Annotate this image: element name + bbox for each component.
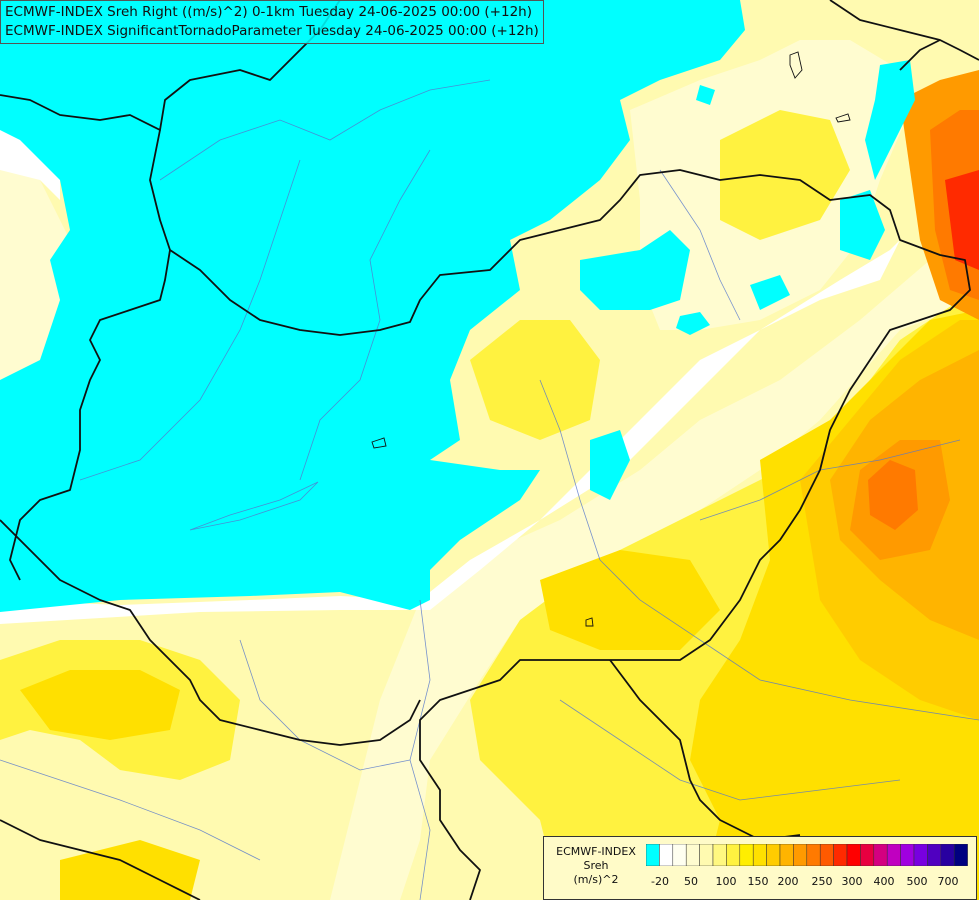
legend-tick-label: 150 [747, 875, 769, 888]
rivers [0, 79, 979, 900]
legend-tick-label: 400 [873, 875, 895, 888]
field-cyan-zone [0, 0, 745, 612]
field-pale-zone [330, 250, 979, 900]
field-orange-zone [868, 460, 918, 530]
field-yellow-zone [720, 110, 850, 240]
legend-tick-label: 700 [937, 875, 959, 888]
legend-model: ECMWF-INDEX [556, 845, 636, 858]
legend-swatch [860, 844, 875, 866]
legend-swatch [833, 844, 848, 866]
map-title-line-1: ECMWF-INDEX Sreh Right ((m/s)^2) 0-1km T… [5, 4, 532, 20]
legend-swatch [699, 844, 714, 866]
legend-swatch [766, 844, 781, 866]
field-gold-zone [540, 550, 720, 650]
legend-swatch [940, 844, 955, 866]
field-cyan-zone [750, 275, 790, 310]
legend-swatch [913, 844, 928, 866]
legend-swatch [793, 844, 808, 866]
legend-swatch [900, 844, 915, 866]
legend-swatch [646, 844, 660, 866]
legend-swatch [819, 844, 834, 866]
legend-tick-label: 500 [906, 875, 928, 888]
legend-tick-label: 100 [715, 875, 737, 888]
legend-swatch [712, 844, 727, 866]
legend-swatch [659, 844, 674, 866]
field-gold-zone [20, 670, 180, 740]
legend-swatch [752, 844, 767, 866]
color-legend: ECMWF-INDEX Sreh (m/s)^2 -20 50 100 150 200 2… [543, 836, 977, 900]
legend-swatch [806, 844, 821, 866]
legend-swatch [672, 844, 687, 866]
legend-swatch [779, 844, 794, 866]
field-pale-zone [0, 140, 70, 380]
field-gold-zone [60, 840, 200, 900]
legend-swatch [873, 844, 888, 866]
legend-title: ECMWF-INDEX Sreh (m/s)^2 [550, 845, 642, 887]
legend-labels: -20 50 100 150 200 250 300 400 500 700 [646, 875, 976, 889]
map-title-box: ECMWF-INDEX Sreh Right ((m/s)^2) 0-1km T… [0, 0, 544, 44]
legend-swatch [927, 844, 942, 866]
lakes [371, 51, 851, 627]
field-red-zone [945, 170, 979, 270]
legend-swatch [685, 844, 700, 866]
legend-tick-label: 50 [684, 875, 698, 888]
field-cyan-zone [840, 190, 885, 260]
legend-swatch [886, 844, 901, 866]
legend-swatch [846, 844, 861, 866]
map-title-line-2: ECMWF-INDEX SignificantTornadoParameter … [5, 23, 539, 39]
legend-swatch [953, 844, 968, 866]
legend-unit: (m/s)^2 [573, 873, 619, 886]
field-cyan-zone [590, 430, 630, 500]
field-yellow-zone [470, 320, 600, 440]
field-cyan-zone [865, 60, 915, 180]
field-cyan-zone [580, 230, 690, 310]
legend-swatch [739, 844, 754, 866]
legend-tick-label: 300 [841, 875, 863, 888]
field-cyan-zone [696, 85, 715, 105]
legend-swatch [726, 844, 741, 866]
legend-parameter: Sreh [583, 859, 609, 872]
legend-color-bar [646, 844, 968, 866]
legend-tick-label: -20 [651, 875, 669, 888]
legend-tick-label: 250 [811, 875, 833, 888]
legend-tick-label: 200 [777, 875, 799, 888]
field-cyan-zone [676, 312, 710, 335]
